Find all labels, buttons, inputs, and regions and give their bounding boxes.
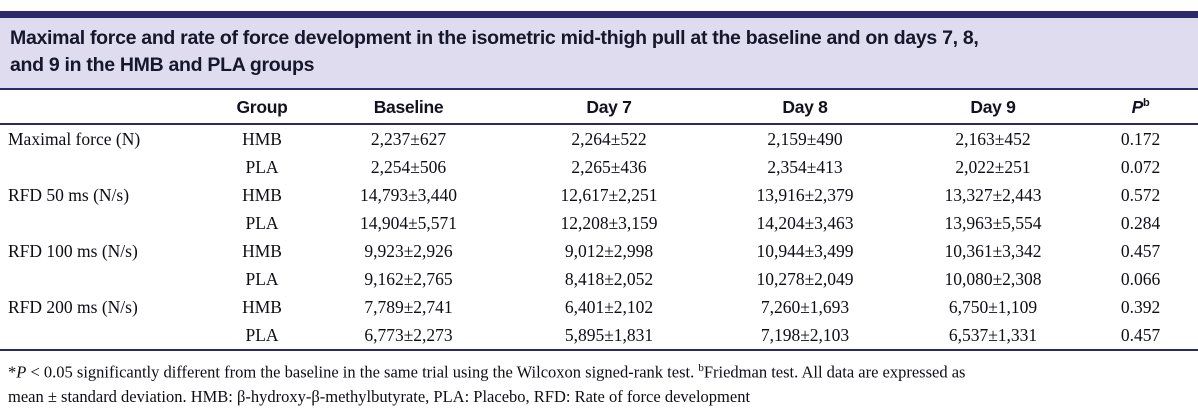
table-row: PLA 14,904±5,571 12,208±3,159 14,204±3,4… (0, 209, 1198, 237)
footnote-superscript-b: b (698, 362, 704, 374)
measure-cell: RFD 200 ms (N/s) (8, 296, 138, 317)
day7-cell: 5,895±1,831 (511, 321, 707, 351)
table-row: RFD 200 ms (N/s) HMB 7,789±2,741 6,401±2… (0, 293, 1198, 321)
day7-cell: 6,401±2,102 (564, 296, 654, 317)
baseline-cell: 9,162±2,765 (364, 268, 453, 289)
day9-cell: 10,080±2,308 (944, 268, 1042, 289)
col-header-group: Group (218, 90, 306, 125)
day8-cell: 14,204±3,463 (756, 212, 854, 233)
top-accent-bar (0, 11, 1198, 18)
table-title: Maximal force and rate of force developm… (10, 25, 1188, 79)
day7-cell: 2,265±436 (571, 156, 647, 177)
table-title-line1: Maximal force and rate of force developm… (10, 27, 979, 49)
day7-cell: 12,617±2,251 (560, 184, 658, 205)
day9-cell: 10,361±3,342 (944, 240, 1042, 261)
day8-cell: 13,916±2,379 (756, 184, 854, 205)
day9-cell: 13,327±2,443 (944, 184, 1042, 205)
baseline-cell: 2,254±506 (370, 156, 447, 177)
p-value-cell: 0.284 (1120, 212, 1161, 233)
top-white-strip (0, 0, 1198, 11)
footnote-asterisk: * (8, 362, 17, 382)
p-value-cell: 0.457 (1120, 240, 1161, 261)
table-row: PLA 2,254±506 2,265±436 2,354±413 2,022±… (0, 153, 1198, 181)
day9-cell: 2,163±452 (955, 128, 1031, 149)
day9-cell: 2,022±251 (955, 156, 1031, 177)
p-value-cell: 0.392 (1120, 296, 1161, 317)
measure-cell: Maximal force (N) (8, 128, 141, 149)
day8-cell: 10,944±3,499 (756, 240, 854, 261)
measure-cell: RFD 50 ms (N/s) (8, 184, 130, 205)
p-header-superscript: b (1142, 97, 1150, 110)
table-row: PLA 6,773±2,273 5,895±1,831 7,198±2,103 … (0, 321, 1198, 351)
results-table: Group Baseline Day 7 Day 8 Day 9 Pb Maxi… (0, 90, 1198, 351)
col-header-baseline: Baseline (306, 90, 511, 125)
footnote-line1-text: < 0.05 significantly different from the … (26, 362, 699, 382)
p-header-symbol: P (1131, 97, 1144, 117)
group-cell: HMB (242, 184, 282, 205)
baseline-cell: 7,789±2,741 (364, 296, 453, 317)
p-value-cell: 0.172 (1120, 128, 1161, 149)
table-title-band: Maximal force and rate of force developm… (0, 18, 1198, 90)
day8-cell: 2,354±413 (767, 156, 843, 177)
p-value-cell: 0.066 (1120, 268, 1161, 289)
baseline-cell: 14,904±5,571 (359, 212, 458, 233)
table-title-line2: and 9 in the HMB and PLA groups (10, 54, 315, 76)
day9-cell: 6,537±1,331 (903, 321, 1083, 351)
footnote-line2: mean ± standard deviation. HMB: β-hydrox… (8, 386, 751, 406)
table-row: PLA 9,162±2,765 8,418±2,052 10,278±2,049… (0, 265, 1198, 293)
day7-cell: 12,208±3,159 (560, 212, 658, 233)
footnote-line1-end: Friedman test. All data are expressed as (703, 362, 966, 382)
col-header-day7: Day 7 (511, 90, 707, 125)
header-row: Group Baseline Day 7 Day 8 Day 9 Pb (0, 90, 1198, 125)
baseline-cell: 2,237±627 (370, 128, 447, 149)
p-value-cell: 0.572 (1120, 184, 1161, 205)
group-cell: HMB (242, 240, 282, 261)
p-value-cell: 0.072 (1120, 156, 1161, 177)
footnote-p-symbol: P (16, 362, 27, 382)
day8-cell: 7,198±2,103 (707, 321, 903, 351)
measure-cell (0, 321, 218, 351)
table-footnote: *P < 0.05 significantly different from t… (0, 351, 1198, 409)
measure-cell (0, 265, 218, 293)
group-cell: PLA (245, 156, 279, 177)
col-header-measure (0, 90, 218, 125)
col-header-day9: Day 9 (903, 90, 1083, 125)
baseline-cell: 9,923±2,926 (364, 240, 453, 261)
group-cell: PLA (245, 268, 279, 289)
day9-cell: 6,750±1,109 (948, 296, 1038, 317)
table-row: Maximal force (N) HMB 2,237±627 2,264±52… (0, 124, 1198, 153)
baseline-cell: 14,793±3,440 (359, 184, 458, 205)
group-cell: PLA (245, 212, 279, 233)
day7-cell: 9,012±2,998 (564, 240, 654, 261)
p-value-cell: 0.457 (1083, 321, 1198, 351)
day9-cell: 13,963±5,554 (944, 212, 1042, 233)
baseline-cell: 6,773±2,273 (306, 321, 511, 351)
measure-cell (0, 153, 218, 181)
measure-cell (0, 209, 218, 237)
group-cell: PLA (218, 321, 306, 351)
day8-cell: 10,278±2,049 (756, 268, 854, 289)
day8-cell: 2,159±490 (767, 128, 843, 149)
day7-cell: 2,264±522 (571, 128, 647, 149)
day8-cell: 7,260±1,693 (760, 296, 850, 317)
group-cell: HMB (242, 296, 282, 317)
measure-cell: RFD 100 ms (N/s) (8, 240, 138, 261)
col-header-p: Pb (1083, 90, 1198, 125)
table-row: RFD 100 ms (N/s) HMB 9,923±2,926 9,012±2… (0, 237, 1198, 265)
table-row: RFD 50 ms (N/s) HMB 14,793±3,440 12,617±… (0, 181, 1198, 209)
day7-cell: 8,418±2,052 (564, 268, 654, 289)
col-header-day8: Day 8 (707, 90, 903, 125)
group-cell: HMB (242, 128, 282, 149)
